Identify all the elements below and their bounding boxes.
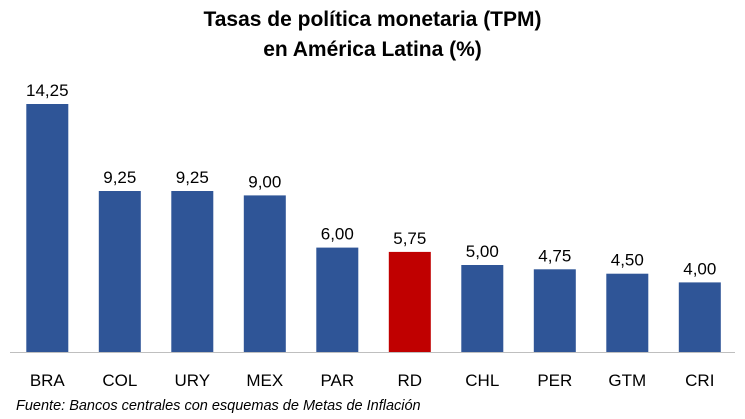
x-tick-label-chl: CHL	[465, 371, 499, 390]
bar-per	[533, 269, 576, 352]
x-tick-label-rd: RD	[398, 371, 423, 390]
bar-col	[98, 191, 141, 352]
data-label-ury: 9,25	[176, 168, 209, 187]
data-label-bra: 14,25	[26, 81, 69, 100]
data-label-cri: 4,00	[683, 259, 716, 278]
x-tick-label-ury: URY	[175, 371, 211, 390]
bar-gtm	[606, 273, 649, 352]
bar-cri	[678, 282, 721, 352]
data-label-par: 6,00	[321, 225, 354, 244]
x-tick-label-col: COL	[102, 371, 137, 390]
x-tick-label-gtm: GTM	[608, 371, 646, 390]
bar-bra	[26, 104, 69, 352]
bar-ury	[171, 191, 214, 352]
x-tick-label-per: PER	[537, 371, 572, 390]
data-label-chl: 5,00	[466, 242, 499, 261]
chart-title-line-2: en América Latina (%)	[263, 38, 482, 61]
data-label-per: 4,75	[538, 246, 571, 265]
data-label-col: 9,25	[103, 168, 136, 187]
data-label-gtm: 4,50	[611, 251, 644, 270]
source-note: Fuente: Bancos centrales con esquemas de…	[16, 398, 421, 414]
chart-title-line-1: Tasas de política monetaria (TPM)	[203, 8, 542, 31]
x-tick-label-cri: CRI	[685, 371, 714, 390]
x-tick-label-bra: BRA	[30, 371, 66, 390]
bar-par	[316, 247, 359, 352]
data-label-mex: 9,00	[248, 172, 281, 191]
data-label-rd: 5,75	[393, 229, 426, 248]
x-tick-label-mex: MEX	[246, 371, 283, 390]
bar-rd	[388, 251, 431, 352]
x-tick-label-par: PAR	[320, 371, 354, 390]
bar-chl	[461, 265, 504, 352]
bar-mex	[243, 195, 286, 352]
